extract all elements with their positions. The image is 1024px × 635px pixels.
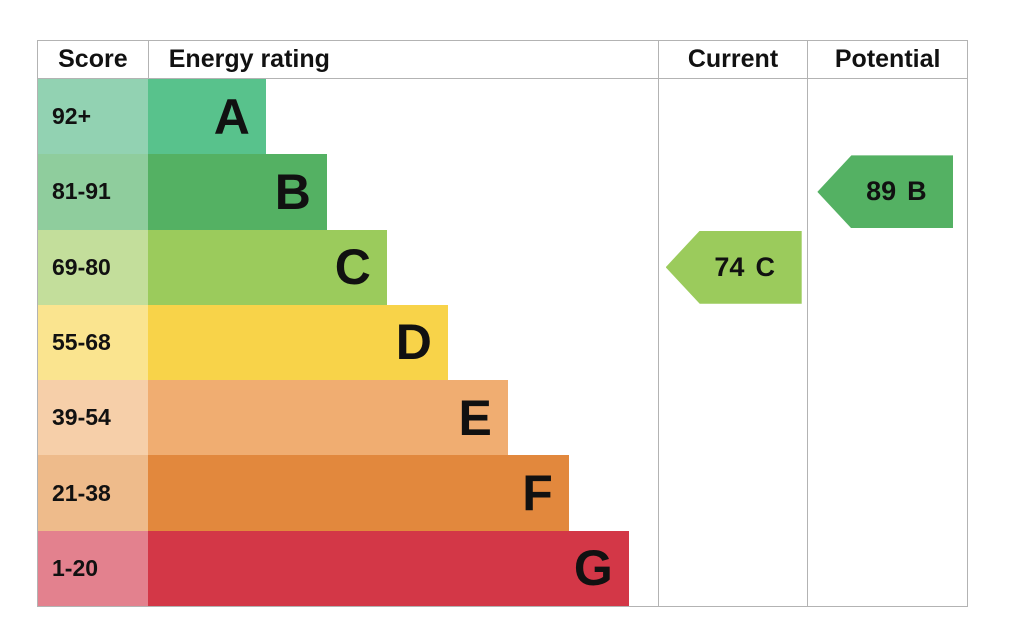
current-cell: 74 C <box>657 229 808 305</box>
rating-band-bar: E <box>147 380 508 456</box>
band-letter-label: C <box>334 239 371 296</box>
rating-band-bar: F <box>147 455 569 531</box>
rating-value-label: 74 <box>714 251 745 282</box>
header-current: Current <box>657 41 808 78</box>
band-letter-label: A <box>213 88 250 145</box>
epc-rating-chart: Score Energy rating Current Potential 92… <box>37 40 968 607</box>
band-letter-label: D <box>395 314 432 371</box>
current-rating-arrow: 74 C <box>665 230 802 304</box>
epc-band-row: 69-80 C 74 C <box>38 229 967 305</box>
potential-cell <box>807 455 967 531</box>
rating-band-bar: A <box>147 79 266 155</box>
band-letter-label: E <box>458 389 492 446</box>
band-letter-label: F <box>522 465 553 522</box>
potential-cell <box>807 79 967 155</box>
score-range-cell: 39-54 <box>38 380 148 456</box>
potential-cell <box>807 304 967 381</box>
rating-band-bar: C <box>147 229 387 305</box>
rating-value-label: 89 <box>866 176 897 207</box>
current-cell <box>657 154 808 230</box>
score-range-cell: 1-20 <box>38 530 148 606</box>
epc-band-row: 81-91 B 89 B <box>38 154 967 230</box>
rating-band-bar: B <box>147 154 327 230</box>
header-energy-rating: Energy rating <box>147 41 658 78</box>
energy-rating-cell: C <box>147 229 658 305</box>
score-range-cell: 92+ <box>38 79 148 155</box>
current-cell <box>657 79 808 155</box>
header-potential: Potential <box>807 41 967 78</box>
table-header-row: Score Energy rating Current Potential <box>38 41 967 79</box>
epc-band-row: 21-38 F <box>38 455 967 531</box>
epc-band-row: 39-54 E <box>38 380 967 456</box>
energy-rating-cell: A <box>147 79 658 155</box>
band-letter-label: G <box>573 540 613 597</box>
table-body: 92+ A 81-91 B 89 B 69-80 C 74 C <box>38 79 967 606</box>
epc-band-row: 1-20 G <box>38 530 967 606</box>
rating-letter-label: B <box>907 176 927 207</box>
score-range-cell: 69-80 <box>38 229 148 305</box>
current-cell <box>657 530 808 606</box>
score-range-cell: 81-91 <box>38 154 148 230</box>
rating-band-bar: D <box>147 304 448 381</box>
rating-letter-label: C <box>755 251 775 282</box>
header-score: Score <box>58 45 128 73</box>
score-range-cell: 55-68 <box>38 304 148 381</box>
energy-rating-cell: B <box>147 154 658 230</box>
band-letter-label: B <box>274 163 311 220</box>
epc-band-row: 55-68 D <box>38 304 967 381</box>
current-cell <box>657 304 808 381</box>
potential-cell <box>807 229 967 305</box>
epc-band-row: 92+ A <box>38 79 967 155</box>
potential-rating-arrow: 89 B <box>817 155 954 229</box>
potential-cell: 89 B <box>807 154 967 230</box>
potential-cell <box>807 380 967 456</box>
energy-rating-cell: G <box>147 530 658 606</box>
current-cell <box>657 380 808 456</box>
score-range-cell: 21-38 <box>38 455 148 531</box>
energy-rating-cell: F <box>147 455 658 531</box>
energy-rating-cell: D <box>147 304 658 381</box>
energy-rating-cell: E <box>147 380 658 456</box>
potential-cell <box>807 530 967 606</box>
current-cell <box>657 455 808 531</box>
rating-band-bar: G <box>147 530 629 606</box>
